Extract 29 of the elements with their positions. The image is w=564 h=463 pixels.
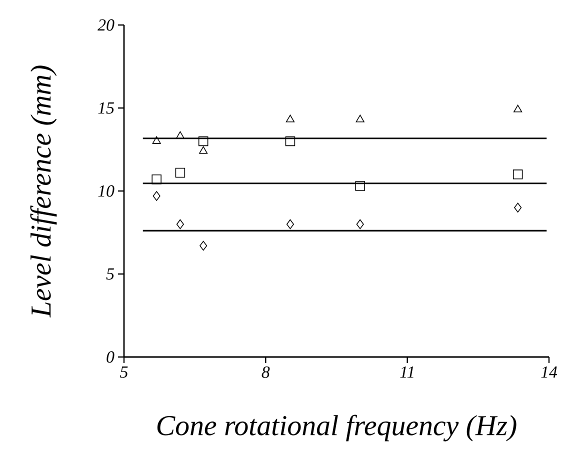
point — [356, 114, 364, 122]
y-tick-label: 5 — [106, 268, 114, 280]
x-tick-label: 8 — [262, 366, 270, 378]
point — [176, 219, 184, 230]
point — [356, 219, 364, 230]
y-tick-label: 15 — [98, 102, 114, 114]
x-tick-label: 5 — [120, 366, 128, 378]
point — [286, 114, 295, 122]
point — [152, 136, 161, 144]
y-tick-label: 10 — [98, 185, 114, 197]
point — [200, 240, 208, 251]
point — [512, 170, 523, 180]
y-tick-label: 0 — [106, 351, 114, 363]
point — [152, 174, 162, 184]
point — [355, 181, 365, 191]
point — [175, 168, 186, 178]
x-axis-title: Cone rotational frequency (Hz) — [157, 414, 516, 442]
point — [285, 136, 296, 146]
x-tick-label: 14 — [541, 366, 558, 378]
point — [514, 202, 522, 212]
y-axis-title: Level difference (mm) — [30, 66, 57, 318]
point — [286, 219, 294, 230]
y-tick-label: 20 — [98, 19, 114, 31]
point — [176, 131, 184, 139]
point — [152, 191, 160, 201]
x-tick-label: 11 — [400, 366, 414, 378]
point — [514, 104, 522, 112]
point — [199, 146, 208, 154]
point — [198, 136, 208, 146]
